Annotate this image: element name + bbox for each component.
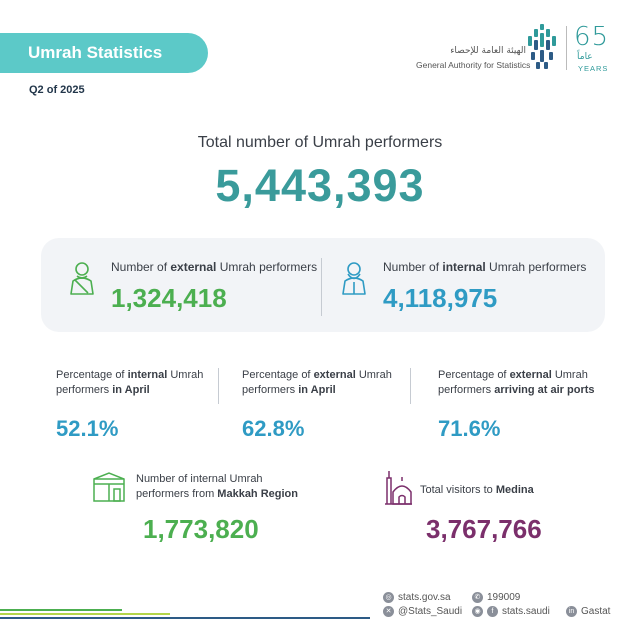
x-icon: ✕ [383,606,394,617]
pct-label: Percentage of external Umrah performers a… [438,369,595,396]
footer-linkedin[interactable]: in Gastat [566,606,610,617]
footer-x[interactable]: ✕ @Stats_Saudi [383,606,462,617]
makkah-label: Number of internal Umrah performers from … [136,473,298,500]
external-label: Number of external Umrah performers [111,260,318,274]
linkedin-icon: in [566,606,577,617]
internal-value: 4,118,975 [383,283,498,313]
logo-name-ar: الهيئة العامة للإحصاء [450,46,526,56]
total-label: Total number of Umrah performers [197,134,443,151]
kaaba-icon [93,472,125,502]
footer-decorative-lines [0,609,370,619]
pct-divider [410,368,411,404]
mosque-icon [385,471,412,505]
anniversary-en: YEARS [578,64,609,73]
medina-label: Total visitors to Medina [420,484,534,496]
pilgrim-icon [70,262,94,295]
facebook-icon: f [487,606,498,617]
pct-external-airports: Percentage of external Umrah performers a… [438,368,623,442]
pct-value: 71.6% [438,416,501,441]
pct-internal-april: Percentage of internal Umrah performers i… [56,368,226,442]
pct-value: 52.1% [56,416,119,441]
pilgrim-icon [342,262,366,295]
medina-value: 3,767,766 [426,514,542,544]
gastat-emblem-icon [528,24,556,69]
footer-social[interactable]: ◉ f stats.saudi [472,606,550,617]
gastat-logo: الهيئة العامة للإحصاء General Authority … [412,22,622,74]
footer-phone[interactable]: ✆ 199009 [472,592,520,603]
pct-label: Percentage of internal Umrah performers i… [56,369,204,396]
anniversary-ar: عاماً [577,52,593,62]
footer-website[interactable]: ◎ stats.gov.sa [383,592,451,603]
globe-icon: ◎ [383,592,394,603]
pct-divider [218,368,219,404]
phone-icon: ✆ [472,592,483,603]
logo-name-en: General Authority for Statistics [416,60,531,70]
performers-split-card: Number of external Umrah performers 1,32… [41,238,605,332]
anniversary-number: 65 [574,22,610,52]
instagram-icon: ◉ [472,606,483,617]
period-label: Q2 of 2025 [29,84,85,96]
logo-separator [566,26,567,70]
total-value: 5,443,393 [215,160,425,211]
pct-label: Percentage of external Umrah performers i… [242,369,392,396]
page-title: Umrah Statistics [28,43,163,62]
internal-label: Number of internal Umrah performers [383,260,587,274]
pct-value: 62.8% [242,416,305,441]
card-divider [321,258,322,316]
title-banner: Umrah Statistics [0,33,208,73]
external-value: 1,324,418 [111,283,227,313]
pct-external-april: Percentage of external Umrah performers i… [242,368,412,442]
makkah-value: 1,773,820 [143,514,259,544]
